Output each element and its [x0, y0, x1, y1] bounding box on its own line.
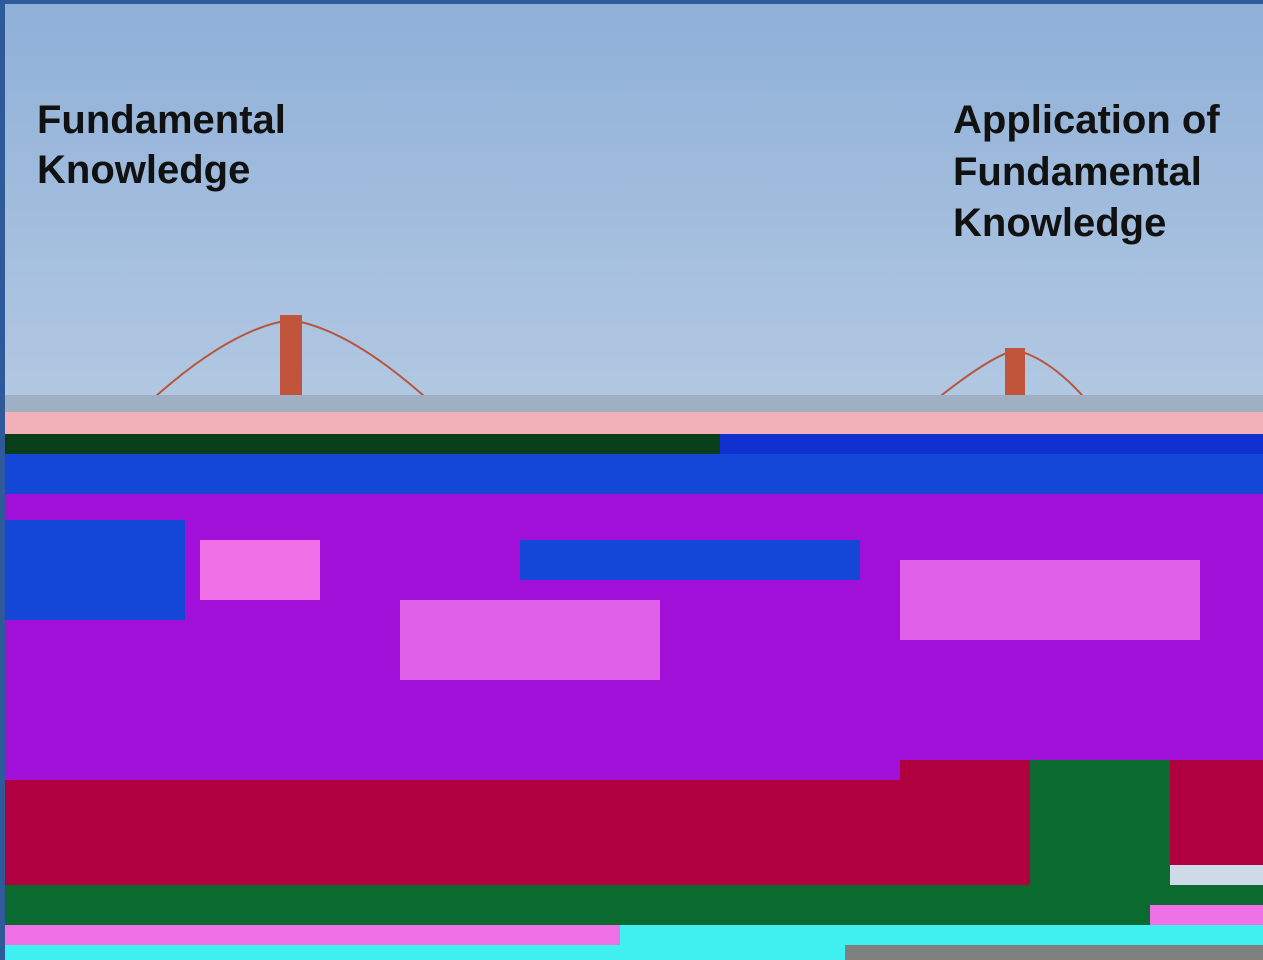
- foreground: [5, 395, 1263, 960]
- left-label-line: Knowledge: [37, 148, 250, 192]
- right-label-line: Fundamental: [953, 150, 1202, 194]
- right-label-line: Knowledge: [953, 201, 1166, 245]
- right-label-line: Application of: [953, 98, 1220, 142]
- left-label-line: Fundamental: [37, 98, 286, 142]
